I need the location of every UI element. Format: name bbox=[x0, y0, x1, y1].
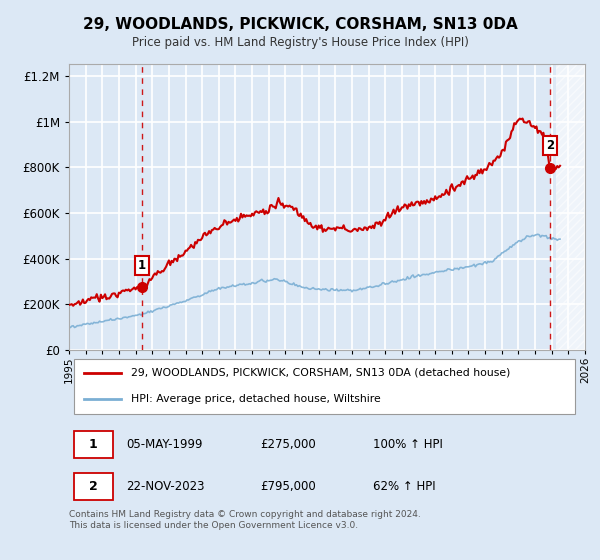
Text: Price paid vs. HM Land Registry's House Price Index (HPI): Price paid vs. HM Land Registry's House … bbox=[131, 36, 469, 49]
Text: 100% ↑ HPI: 100% ↑ HPI bbox=[373, 438, 443, 451]
FancyBboxPatch shape bbox=[74, 431, 113, 458]
Text: 05-MAY-1999: 05-MAY-1999 bbox=[126, 438, 202, 451]
Text: 29, WOODLANDS, PICKWICK, CORSHAM, SN13 0DA (detached house): 29, WOODLANDS, PICKWICK, CORSHAM, SN13 0… bbox=[131, 368, 510, 378]
Text: 1: 1 bbox=[89, 438, 98, 451]
FancyBboxPatch shape bbox=[74, 360, 575, 414]
Text: 62% ↑ HPI: 62% ↑ HPI bbox=[373, 480, 436, 493]
Text: 2: 2 bbox=[89, 480, 98, 493]
Text: £275,000: £275,000 bbox=[260, 438, 316, 451]
Text: Contains HM Land Registry data © Crown copyright and database right 2024.
This d: Contains HM Land Registry data © Crown c… bbox=[69, 510, 421, 530]
Text: 2: 2 bbox=[546, 139, 554, 152]
Text: £795,000: £795,000 bbox=[260, 480, 316, 493]
Text: 22-NOV-2023: 22-NOV-2023 bbox=[126, 480, 204, 493]
FancyBboxPatch shape bbox=[74, 473, 113, 500]
Text: HPI: Average price, detached house, Wiltshire: HPI: Average price, detached house, Wilt… bbox=[131, 394, 380, 404]
Text: 1: 1 bbox=[137, 259, 146, 272]
Text: 29, WOODLANDS, PICKWICK, CORSHAM, SN13 0DA: 29, WOODLANDS, PICKWICK, CORSHAM, SN13 0… bbox=[83, 17, 517, 31]
Bar bbox=[556, 64, 585, 350]
